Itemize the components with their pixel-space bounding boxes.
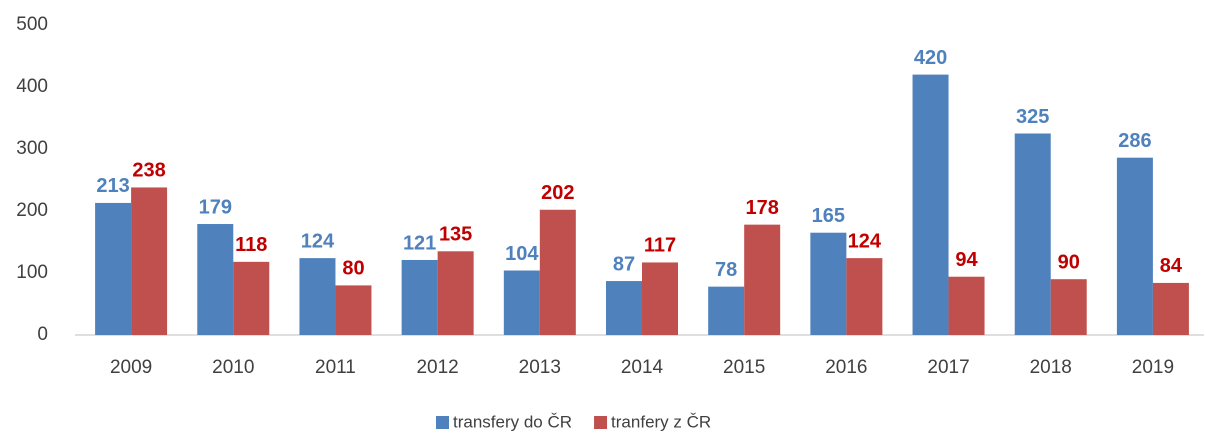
bar [131,187,168,335]
legend-label: transfery do ČR [453,412,572,431]
value-label: 286 [1118,130,1151,152]
bar [912,74,949,335]
x-tick-label: 2016 [825,357,867,378]
legend-label: tranfery z ČR [611,412,711,431]
value-label: 135 [439,224,472,246]
bar [437,251,474,335]
y-tick-label: 200 [16,200,48,221]
value-label: 78 [715,259,737,281]
value-label: 94 [955,249,978,271]
bar [197,224,234,335]
bar [1152,282,1189,335]
bar [1014,133,1051,335]
value-label: 80 [342,258,364,280]
y-tick-label: 400 [16,76,48,97]
x-tick-label: 2009 [110,357,152,378]
bar [335,285,372,335]
bar [810,232,847,335]
legend-swatch [436,416,449,429]
y-tick-label: 0 [37,324,48,345]
bar [846,258,883,335]
bar [642,262,678,335]
x-tick-label: 2014 [621,357,664,378]
bar [708,286,745,335]
value-label: 178 [745,197,778,219]
value-label: 118 [235,234,267,256]
y-tick-label: 500 [16,14,48,35]
value-label: 121 [403,232,436,254]
legend-swatch [594,416,608,429]
y-tick-label: 100 [16,262,48,283]
value-label: 87 [613,253,635,275]
bar [401,259,438,335]
bar [95,202,132,335]
bar [606,281,642,335]
value-label: 124 [301,230,335,252]
value-label: 124 [848,230,882,252]
x-tick-label: 2015 [723,357,765,378]
value-label: 213 [96,175,129,197]
value-label: 420 [914,47,947,69]
bar [1050,279,1087,335]
value-label: 117 [644,235,676,257]
value-label: 179 [199,196,232,218]
value-label: 202 [541,182,574,204]
x-tick-label: 2013 [519,357,561,378]
value-label: 84 [1160,255,1183,277]
value-label: 165 [812,205,845,227]
value-label: 238 [132,160,165,182]
x-tick-label: 2012 [416,357,458,378]
bar [948,276,985,335]
value-label: 90 [1058,251,1080,273]
value-label: 104 [505,243,539,265]
bar [539,209,576,335]
bar [299,258,336,335]
bar [1116,157,1153,335]
x-tick-label: 2017 [927,357,969,378]
x-tick-label: 2011 [315,357,356,378]
bar [233,261,270,335]
x-tick-label: 2010 [212,357,254,378]
value-label: 325 [1016,106,1049,128]
x-tick-label: 2018 [1030,357,1072,378]
y-tick-label: 300 [16,138,48,159]
bar [503,270,540,335]
x-tick-label: 2019 [1132,357,1174,378]
bar [744,224,781,335]
